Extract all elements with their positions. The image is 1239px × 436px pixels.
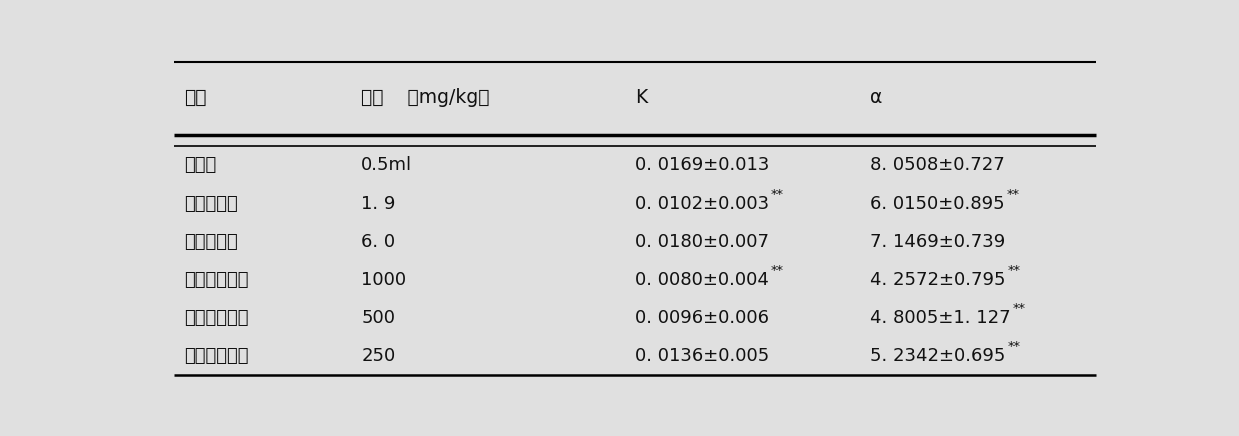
Text: 0. 0169±0.013: 0. 0169±0.013 — [636, 157, 769, 174]
Text: 500: 500 — [362, 309, 395, 327]
Text: 6. 0150±0.895: 6. 0150±0.895 — [870, 194, 1005, 213]
Text: **: ** — [1007, 187, 1020, 201]
Text: 0. 0180±0.007: 0. 0180±0.007 — [636, 233, 769, 251]
Text: 250: 250 — [362, 347, 395, 365]
Text: 1000: 1000 — [362, 271, 406, 289]
Text: 0.5ml: 0.5ml — [362, 157, 413, 174]
Text: 组别: 组别 — [183, 88, 206, 107]
Text: 8. 0508±0.727: 8. 0508±0.727 — [870, 157, 1005, 174]
Text: 1. 9: 1. 9 — [362, 194, 395, 213]
Text: 车前子低剂量: 车前子低剂量 — [183, 347, 248, 365]
Text: α: α — [870, 88, 882, 107]
Text: 地塞米松组: 地塞米松组 — [183, 194, 238, 213]
Text: 0. 0102±0.003: 0. 0102±0.003 — [636, 194, 769, 213]
Text: **: ** — [1007, 341, 1021, 353]
Text: 车前子中剂量: 车前子中剂量 — [183, 309, 248, 327]
Text: K: K — [636, 88, 647, 107]
Text: 剂量    （mg/kg）: 剂量 （mg/kg） — [362, 88, 489, 107]
Text: **: ** — [1007, 264, 1021, 277]
Text: 0. 0096±0.006: 0. 0096±0.006 — [636, 309, 769, 327]
Text: 6. 0: 6. 0 — [362, 233, 395, 251]
Text: **: ** — [771, 264, 784, 277]
Text: 7. 1469±0.739: 7. 1469±0.739 — [870, 233, 1006, 251]
Text: **: ** — [771, 187, 784, 201]
Text: 空白组: 空白组 — [183, 157, 216, 174]
Text: 4. 2572±0.795: 4. 2572±0.795 — [870, 271, 1006, 289]
Text: 车前子高剂量: 车前子高剂量 — [183, 271, 248, 289]
Text: 0. 0080±0.004: 0. 0080±0.004 — [636, 271, 769, 289]
Text: 5. 2342±0.695: 5. 2342±0.695 — [870, 347, 1006, 365]
Text: 4. 8005±1. 127: 4. 8005±1. 127 — [870, 309, 1011, 327]
Text: 香菇多糖组: 香菇多糖组 — [183, 233, 238, 251]
Text: 0. 0136±0.005: 0. 0136±0.005 — [636, 347, 769, 365]
Text: **: ** — [1012, 302, 1026, 315]
